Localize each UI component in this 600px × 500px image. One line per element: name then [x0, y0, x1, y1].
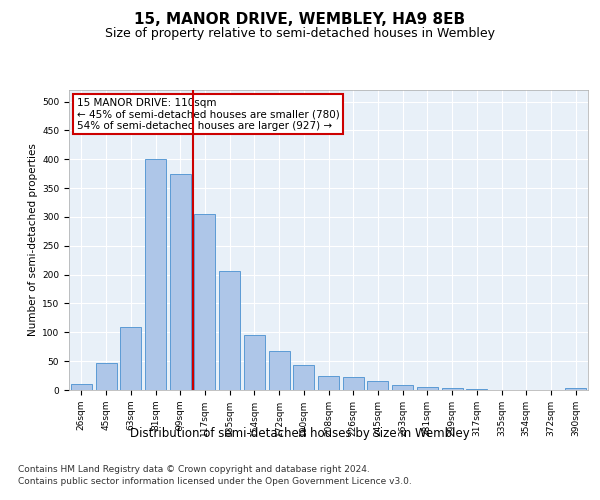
Text: 15, MANOR DRIVE, WEMBLEY, HA9 8EB: 15, MANOR DRIVE, WEMBLEY, HA9 8EB — [134, 12, 466, 28]
Text: Contains HM Land Registry data © Crown copyright and database right 2024.: Contains HM Land Registry data © Crown c… — [18, 465, 370, 474]
Bar — [565, 388, 586, 390]
Bar — [417, 387, 438, 390]
Bar — [269, 351, 290, 390]
Bar — [219, 270, 240, 390]
Bar — [120, 326, 141, 390]
Bar — [343, 376, 364, 390]
Text: Size of property relative to semi-detached houses in Wembley: Size of property relative to semi-detach… — [105, 28, 495, 40]
Bar — [244, 335, 265, 390]
Bar — [71, 384, 92, 390]
Bar — [367, 382, 388, 390]
Text: Distribution of semi-detached houses by size in Wembley: Distribution of semi-detached houses by … — [130, 428, 470, 440]
Bar — [145, 159, 166, 390]
Bar — [95, 363, 116, 390]
Bar — [392, 386, 413, 390]
Text: Contains public sector information licensed under the Open Government Licence v3: Contains public sector information licen… — [18, 478, 412, 486]
Bar — [318, 376, 339, 390]
Text: 15 MANOR DRIVE: 110sqm
← 45% of semi-detached houses are smaller (780)
54% of se: 15 MANOR DRIVE: 110sqm ← 45% of semi-det… — [77, 98, 340, 130]
Bar — [293, 365, 314, 390]
Bar — [170, 174, 191, 390]
Bar — [194, 214, 215, 390]
Bar — [442, 388, 463, 390]
Y-axis label: Number of semi-detached properties: Number of semi-detached properties — [28, 144, 38, 336]
